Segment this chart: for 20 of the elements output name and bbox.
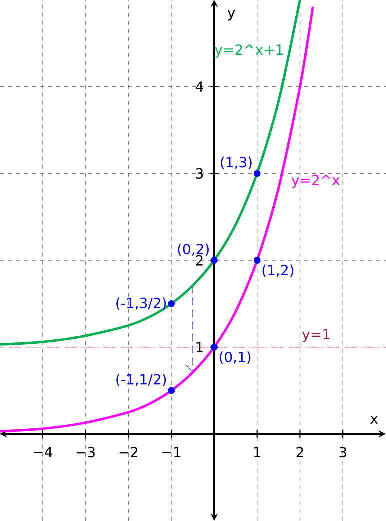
series-label: y=2^x <box>292 174 340 188</box>
x-tick-label: −1 <box>162 447 181 458</box>
x-tick-label: −2 <box>120 447 138 458</box>
x-tick-label: −4 <box>34 447 52 458</box>
annotation: (1,2) <box>262 264 294 278</box>
y-axis-title: y <box>228 10 236 21</box>
y-tick-label: 4 <box>196 82 204 92</box>
x-tick-label: −3 <box>76 447 95 458</box>
x-tick-label: 2 <box>296 447 304 458</box>
annotation: (-1,3/2) <box>116 298 166 310</box>
annotation: (0,2) <box>178 244 209 256</box>
annotation: (-1,1/2) <box>116 374 166 386</box>
x-tick-label: 1 <box>254 447 260 458</box>
annotation: (0,1) <box>220 352 251 364</box>
x-axis-title: x <box>370 416 378 424</box>
y-tick-label: 2 <box>196 255 203 266</box>
ref-line-label: y=1 <box>302 329 330 342</box>
annotation: (1,3) <box>221 156 252 170</box>
x-tick-label: 3 <box>340 447 346 458</box>
y-tick-label: 3 <box>196 168 204 179</box>
